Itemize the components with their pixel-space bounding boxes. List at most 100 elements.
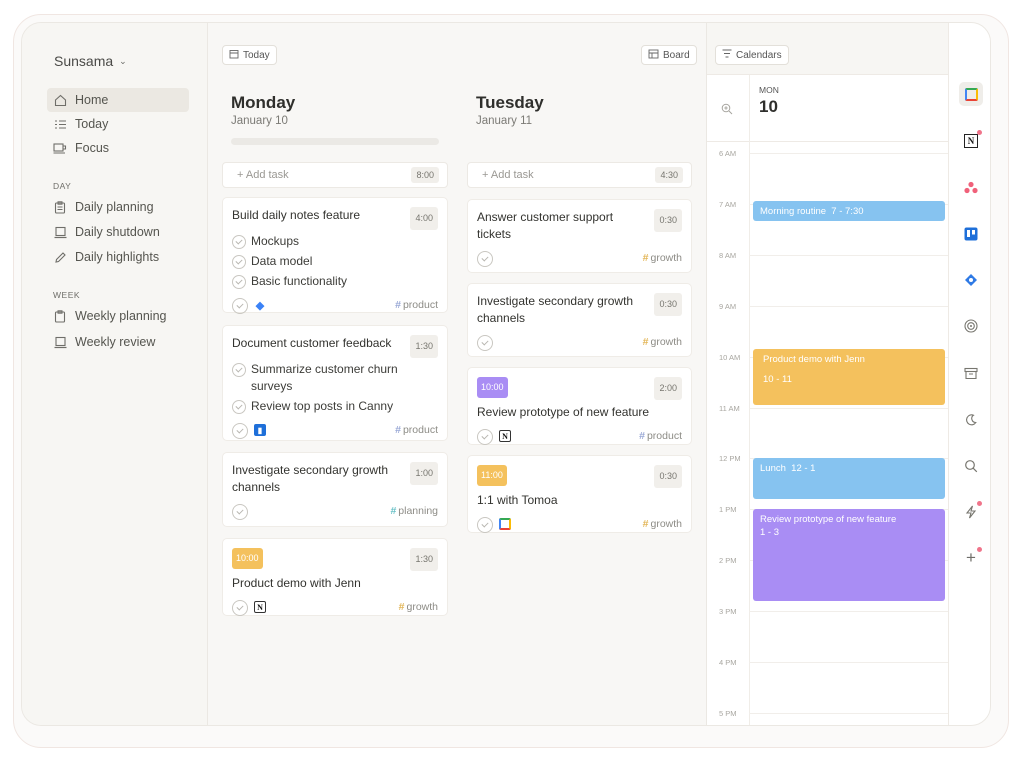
- google-calendar-icon[interactable]: [959, 82, 983, 106]
- task-card[interactable]: Investigate secondary growth channels 0:…: [467, 283, 692, 357]
- hour-label: 10 AM: [719, 353, 741, 362]
- channel-tag-label: growth: [650, 336, 682, 348]
- filter-icon: [722, 49, 732, 61]
- complete-task-icon[interactable]: [232, 298, 248, 314]
- complete-task-icon[interactable]: [477, 335, 493, 351]
- channel-tag[interactable]: # product: [639, 430, 682, 442]
- hour-label: 7 AM: [719, 200, 737, 209]
- home-icon: [53, 93, 67, 107]
- task-time: 4:00: [410, 207, 438, 230]
- laptop-icon: [53, 335, 67, 349]
- calendar-day-number: 10: [759, 97, 778, 116]
- task-title: Review prototype of new feature: [477, 405, 650, 419]
- sidebar-item-today[interactable]: Today: [47, 112, 189, 136]
- hour-line: [749, 306, 949, 307]
- calendar-event[interactable]: Lunch 12 - 1: [753, 458, 945, 499]
- event-title: Lunch: [760, 463, 786, 474]
- complete-task-icon[interactable]: [232, 600, 248, 616]
- channel-tag-label: growth: [406, 601, 438, 613]
- asana-icon[interactable]: [959, 175, 983, 199]
- bolt-icon[interactable]: [959, 500, 983, 524]
- search-icon[interactable]: [959, 454, 983, 478]
- calendar-header-divider: [707, 141, 949, 142]
- subtask[interactable]: Basic functionality: [232, 273, 438, 290]
- calendar-event[interactable]: Morning routine 7 - 7:30: [753, 201, 945, 221]
- hour-line: [749, 153, 949, 154]
- complete-task-icon[interactable]: [477, 251, 493, 267]
- task-title: Answer customer support tickets: [477, 210, 614, 241]
- notion-icon[interactable]: N: [959, 129, 983, 153]
- channel-tag[interactable]: # growth: [642, 336, 682, 348]
- task-title: Document customer feedback: [232, 336, 392, 350]
- task-card[interactable]: Build daily notes feature 4:00 Mockups D…: [222, 197, 448, 314]
- complete-task-icon[interactable]: [477, 517, 493, 533]
- complete-task-icon[interactable]: [232, 504, 248, 520]
- scheduled-time-badge: 11:00: [477, 465, 507, 486]
- channel-tag-label: product: [402, 424, 438, 436]
- subtask[interactable]: Review top posts in Canny: [232, 398, 438, 415]
- subtask[interactable]: Data model: [232, 253, 438, 270]
- channel-tag[interactable]: # growth: [398, 601, 438, 613]
- channel-tag[interactable]: # product: [395, 424, 438, 436]
- sidebar-item-daily-shutdown[interactable]: Daily shutdown: [47, 220, 189, 244]
- complete-task-icon[interactable]: [477, 429, 493, 445]
- task-card[interactable]: 10:00 2:00 Review prototype of new featu…: [467, 367, 692, 445]
- sidebar-item-daily-highlights[interactable]: Daily highlights: [47, 245, 189, 269]
- sidebar-item-label: Home: [75, 93, 109, 107]
- task-card[interactable]: Answer customer support tickets 0:30 # gr…: [467, 199, 692, 273]
- sidebar-item-weekly-review[interactable]: Weekly review: [47, 330, 189, 354]
- integrations-rail: N +: [948, 23, 990, 725]
- task-card[interactable]: 11:00 0:30 1:1 with Tomoa # growth: [467, 455, 692, 533]
- moon-icon[interactable]: [959, 408, 983, 432]
- today-button[interactable]: Today: [222, 45, 277, 65]
- check-icon[interactable]: [232, 275, 246, 289]
- add-task-button[interactable]: + Add task 8:00: [222, 162, 448, 188]
- sidebar-item-daily-planning[interactable]: Daily planning: [47, 195, 189, 219]
- task-card[interactable]: 10:00 1:30 Product demo with Jenn N # gro…: [222, 538, 448, 616]
- task-title: 1:1 with Tomoa: [477, 493, 558, 507]
- add-task-button[interactable]: + Add task 4:30: [467, 162, 692, 188]
- plus-icon[interactable]: +: [959, 546, 983, 570]
- channel-tag[interactable]: # growth: [642, 518, 682, 530]
- sidebar-item-label: Focus: [75, 141, 110, 155]
- sidebar-item-focus[interactable]: Focus: [47, 136, 189, 160]
- sidebar-item-label: Weekly review: [75, 335, 156, 349]
- task-time: 1:30: [410, 335, 438, 358]
- channel-tag[interactable]: # growth: [642, 252, 682, 264]
- scheduled-time-badge: 10:00: [477, 377, 508, 398]
- subtask[interactable]: Summarize customer churn surveys: [232, 361, 438, 395]
- workspace-switcher[interactable]: Sunsama ⌄: [54, 53, 127, 69]
- linear-icon[interactable]: [959, 268, 983, 292]
- archive-icon[interactable]: [959, 361, 983, 385]
- complete-task-icon[interactable]: [232, 423, 248, 439]
- event-title: Product demo with Jenn: [763, 354, 865, 365]
- zoom-icon[interactable]: [721, 103, 733, 118]
- check-icon[interactable]: [232, 235, 246, 249]
- add-task-label: + Add task: [482, 169, 534, 181]
- channel-tag[interactable]: # product: [395, 299, 438, 311]
- check-icon[interactable]: [232, 400, 246, 414]
- task-title: Investigate secondary growth channels: [232, 463, 389, 494]
- channel-tag-label: product: [646, 430, 682, 442]
- channel-tag[interactable]: # planning: [390, 505, 438, 517]
- calendar-event[interactable]: Review prototype of new feature 1 - 3: [753, 509, 945, 601]
- hour-label: 6 AM: [719, 149, 737, 158]
- sidebar-item-home[interactable]: Home: [47, 88, 189, 112]
- target-icon[interactable]: [959, 314, 983, 338]
- board-button[interactable]: Board: [641, 45, 697, 65]
- column-date: January 10: [231, 115, 288, 127]
- sidebar-item-label: Daily planning: [75, 200, 154, 214]
- trello-icon[interactable]: [959, 222, 983, 246]
- subtask[interactable]: Mockups: [232, 233, 438, 250]
- sidebar-item-label: Daily shutdown: [75, 225, 160, 239]
- task-card[interactable]: Investigate secondary growth channels 1:…: [222, 452, 448, 527]
- calendars-button[interactable]: Calendars: [715, 45, 789, 65]
- task-card[interactable]: Document customer feedback 1:30 Summariz…: [222, 325, 448, 441]
- calendar-day-abbr: MON: [759, 85, 779, 95]
- check-icon[interactable]: [232, 255, 246, 269]
- calendar-event[interactable]: Product demo with Jenn 10 - 11: [753, 349, 945, 405]
- check-icon[interactable]: [232, 363, 246, 377]
- planned-time: 4:30: [655, 167, 683, 183]
- sidebar-item-weekly-planning[interactable]: Weekly planning: [47, 304, 189, 328]
- channel-tag-label: planning: [398, 505, 438, 517]
